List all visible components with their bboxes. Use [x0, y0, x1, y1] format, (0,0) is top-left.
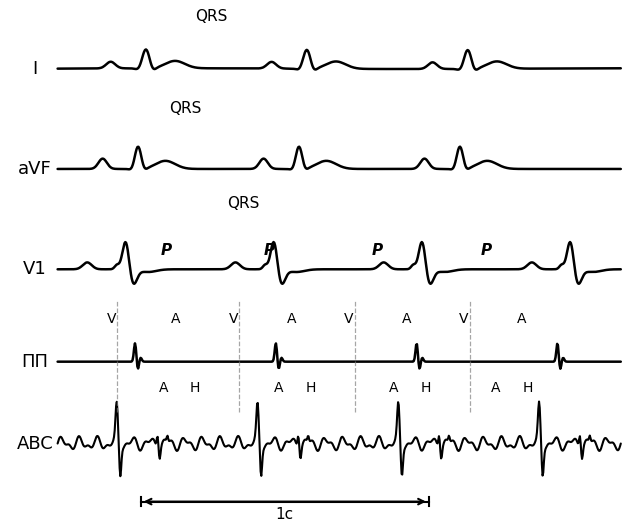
Text: A: A — [274, 381, 283, 395]
Text: H: H — [420, 381, 431, 395]
Text: ABC: ABC — [17, 435, 54, 452]
Text: A: A — [402, 313, 411, 326]
Text: P: P — [161, 243, 172, 258]
Text: A: A — [172, 313, 180, 326]
Text: P: P — [263, 243, 275, 258]
Text: A: A — [492, 381, 500, 395]
Text: P: P — [481, 243, 492, 258]
Text: P: P — [372, 243, 383, 258]
Text: A: A — [389, 381, 398, 395]
Text: H: H — [523, 381, 533, 395]
Text: 1c: 1c — [276, 507, 294, 522]
Text: QRS: QRS — [170, 101, 202, 116]
Text: I: I — [33, 60, 38, 78]
Text: A: A — [159, 381, 168, 395]
Text: QRS: QRS — [227, 196, 259, 211]
Text: QRS: QRS — [195, 9, 227, 24]
Text: H: H — [305, 381, 316, 395]
Text: V: V — [108, 313, 116, 326]
Text: A: A — [287, 313, 296, 326]
Text: aVF: aVF — [19, 160, 52, 178]
Text: A: A — [517, 313, 526, 326]
Text: V: V — [460, 313, 468, 326]
Text: ПП: ПП — [22, 353, 49, 371]
Text: V: V — [229, 313, 238, 326]
Text: H: H — [190, 381, 200, 395]
Text: V: V — [344, 313, 353, 326]
Text: V1: V1 — [23, 260, 47, 278]
